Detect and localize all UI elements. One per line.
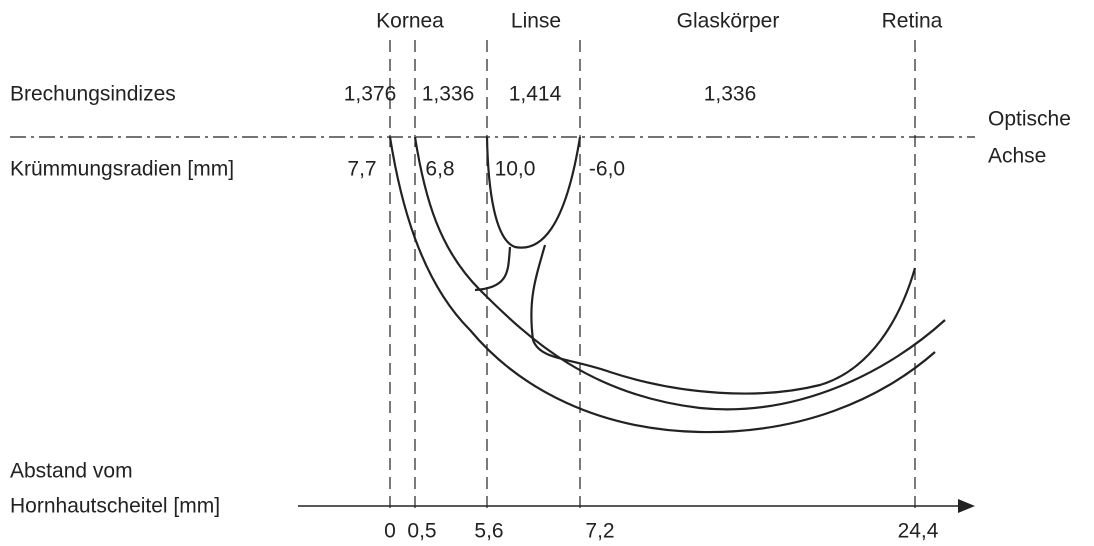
refraction-index: 1,414 — [509, 83, 562, 106]
column-label: Glaskörper — [677, 10, 780, 33]
curvature-radius: 7,7 — [347, 158, 376, 181]
column-label: Kornea — [376, 10, 444, 33]
curvature-radius: 6,8 — [425, 158, 454, 181]
axis-label: Abstand vom — [10, 460, 133, 483]
lens-stem — [474, 246, 512, 292]
eye-curves — [388, 136, 946, 434]
curvature-radius: 10,0 — [495, 158, 536, 181]
outer-curve — [388, 136, 936, 434]
boundary-lines — [389, 40, 916, 515]
axis-label: Achse — [988, 145, 1046, 168]
column-label: Linse — [511, 10, 561, 33]
tick-label: 7,2 — [585, 520, 614, 543]
refraction-index: 1,376 — [344, 83, 397, 106]
middle-curve — [413, 136, 946, 411]
tick-label: 5,6 — [474, 520, 503, 543]
axis-label: Optische — [988, 108, 1071, 131]
axis-arrow — [958, 499, 975, 513]
row-label: Krümmungsradien [mm] — [10, 158, 234, 181]
refraction-index: 1,336 — [422, 83, 475, 106]
axis-label: Hornhautscheitel [mm] — [10, 495, 220, 518]
column-label: Retina — [882, 10, 943, 33]
distance-axis — [298, 499, 975, 513]
refraction-index: 1,336 — [704, 83, 757, 106]
tick-label: 0,5 — [407, 520, 436, 543]
row-label: Brechungsindizes — [10, 83, 176, 106]
tick-label: 0 — [384, 520, 396, 543]
tick-label: 24,4 — [898, 520, 939, 543]
lens — [485, 136, 582, 249]
inner-curve — [530, 244, 917, 395]
curvature-radius: -6,0 — [589, 158, 625, 181]
